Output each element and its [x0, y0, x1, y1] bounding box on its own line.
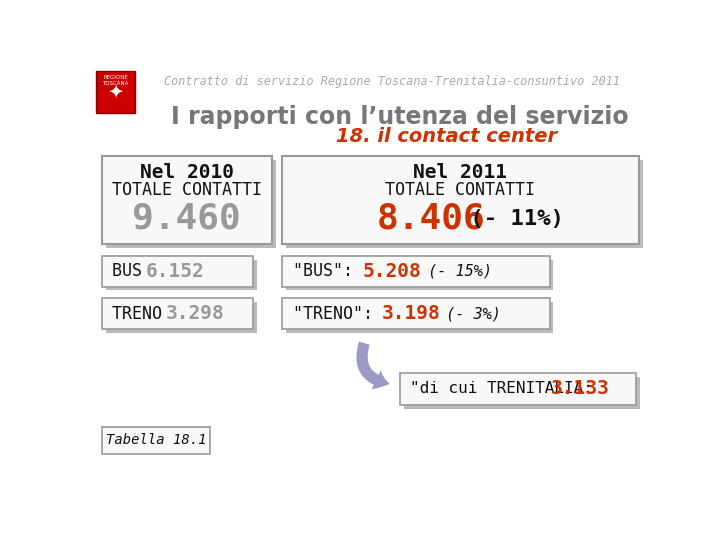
Text: TRENO: TRENO: [112, 305, 171, 322]
Text: (- 11%): (- 11%): [456, 209, 564, 229]
FancyBboxPatch shape: [286, 302, 554, 333]
Text: TOTALE CONTATTI: TOTALE CONTATTI: [112, 181, 262, 199]
Text: 3.198: 3.198: [382, 304, 440, 323]
Text: Contratto di servizio Regione Toscana-Trenitalia-consuntivo 2011: Contratto di servizio Regione Toscana-Tr…: [164, 75, 620, 88]
FancyBboxPatch shape: [96, 71, 135, 113]
Text: 9.460: 9.460: [132, 202, 241, 236]
Text: 3.298: 3.298: [166, 304, 225, 323]
Text: 6.152: 6.152: [145, 262, 204, 281]
FancyBboxPatch shape: [282, 256, 549, 287]
FancyBboxPatch shape: [102, 427, 210, 454]
FancyBboxPatch shape: [282, 156, 639, 244]
Text: Nel 2011: Nel 2011: [413, 163, 508, 182]
Text: BUS: BUS: [112, 262, 152, 280]
FancyBboxPatch shape: [106, 302, 256, 333]
Text: "BUS":: "BUS":: [293, 262, 363, 280]
FancyArrowPatch shape: [356, 341, 390, 389]
FancyBboxPatch shape: [102, 256, 253, 287]
FancyBboxPatch shape: [102, 156, 272, 244]
Text: Tabella 18.1: Tabella 18.1: [106, 433, 206, 447]
Text: 18. il contact center: 18. il contact center: [336, 127, 557, 146]
Text: 5.208: 5.208: [363, 262, 421, 281]
Text: I rapporti con l’utenza del servizio: I rapporti con l’utenza del servizio: [171, 105, 629, 129]
Text: TOTALE CONTATTI: TOTALE CONTATTI: [385, 181, 536, 199]
Text: 8.406: 8.406: [377, 202, 485, 236]
Text: (- 15%): (- 15%): [418, 264, 492, 279]
FancyBboxPatch shape: [106, 260, 256, 291]
Text: ✦: ✦: [107, 82, 124, 102]
Text: Nel 2010: Nel 2010: [140, 163, 234, 182]
Text: "di cui TRENITALIA:: "di cui TRENITALIA:: [410, 381, 603, 396]
FancyBboxPatch shape: [286, 159, 642, 248]
Text: "TRENO":: "TRENO":: [293, 305, 383, 322]
FancyBboxPatch shape: [400, 373, 636, 405]
FancyBboxPatch shape: [286, 260, 554, 291]
FancyBboxPatch shape: [282, 298, 549, 329]
Text: (- 3%): (- 3%): [437, 306, 501, 321]
Text: REGIONE
TOSCANA: REGIONE TOSCANA: [102, 75, 129, 86]
Text: 3.133: 3.133: [550, 380, 609, 399]
FancyBboxPatch shape: [404, 377, 640, 409]
FancyBboxPatch shape: [102, 298, 253, 329]
FancyBboxPatch shape: [106, 159, 276, 248]
